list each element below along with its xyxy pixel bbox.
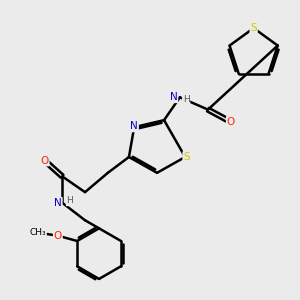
Text: CH₃: CH₃ [29, 228, 46, 237]
Text: O: O [54, 231, 62, 241]
Text: N: N [170, 92, 177, 102]
Text: N: N [130, 122, 138, 131]
Text: O: O [227, 117, 235, 127]
Text: H: H [183, 94, 190, 103]
Text: S: S [250, 23, 257, 33]
Text: O: O [40, 155, 49, 166]
Text: H: H [67, 196, 73, 206]
Text: N: N [54, 198, 62, 208]
Text: S: S [183, 152, 190, 162]
